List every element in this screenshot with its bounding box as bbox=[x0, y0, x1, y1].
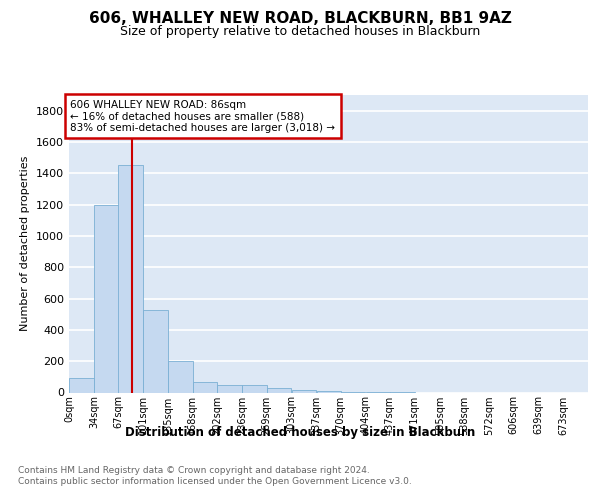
Text: Size of property relative to detached houses in Blackburn: Size of property relative to detached ho… bbox=[120, 25, 480, 38]
Bar bbox=[118, 166, 143, 392]
Bar bbox=[217, 384, 242, 392]
Bar bbox=[193, 382, 217, 392]
Bar bbox=[143, 310, 168, 392]
Text: 606 WHALLEY NEW ROAD: 86sqm
← 16% of detached houses are smaller (588)
83% of se: 606 WHALLEY NEW ROAD: 86sqm ← 16% of det… bbox=[70, 100, 335, 133]
Text: Contains public sector information licensed under the Open Government Licence v3: Contains public sector information licen… bbox=[18, 478, 412, 486]
Text: Contains HM Land Registry data © Crown copyright and database right 2024.: Contains HM Land Registry data © Crown c… bbox=[18, 466, 370, 475]
Y-axis label: Number of detached properties: Number of detached properties bbox=[20, 156, 31, 332]
Bar bbox=[266, 388, 291, 392]
Bar bbox=[94, 204, 119, 392]
Bar bbox=[292, 390, 316, 392]
Bar bbox=[242, 386, 267, 392]
Bar bbox=[317, 391, 341, 392]
Bar bbox=[69, 378, 94, 392]
Text: 606, WHALLEY NEW ROAD, BLACKBURN, BB1 9AZ: 606, WHALLEY NEW ROAD, BLACKBURN, BB1 9A… bbox=[89, 11, 511, 26]
Bar bbox=[168, 361, 193, 392]
Text: Distribution of detached houses by size in Blackburn: Distribution of detached houses by size … bbox=[125, 426, 475, 439]
